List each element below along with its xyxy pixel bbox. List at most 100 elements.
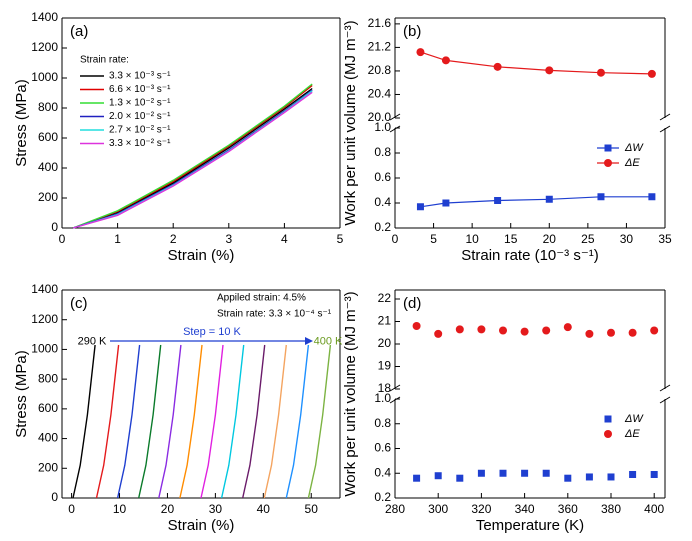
y-tick-label: 0.2 xyxy=(374,220,391,234)
x-tick-label: 4 xyxy=(281,232,288,246)
y-tick-label: 600 xyxy=(38,401,58,415)
annotation: Appiled strain: 4.5% xyxy=(217,293,306,304)
y-tick-label: 400 xyxy=(38,431,58,445)
data-point xyxy=(416,203,424,211)
x-tick-label: 0 xyxy=(59,232,66,246)
data-point xyxy=(650,470,658,478)
data-point xyxy=(499,326,507,335)
panel-label: (a) xyxy=(70,23,88,40)
y-tick-label: 0.8 xyxy=(374,416,391,430)
y-tick-label: 21 xyxy=(378,314,392,328)
y-tick-label: 0.6 xyxy=(374,170,391,184)
axis-break xyxy=(659,384,671,392)
legend-title: Strain rate: xyxy=(80,55,129,66)
x-tick-label: 320 xyxy=(471,502,491,516)
x-axis-label: Strain (%) xyxy=(168,517,235,534)
data-point xyxy=(441,56,450,65)
y-axis-label: Work per unit volume (MJ m⁻³) xyxy=(342,20,359,225)
panel-label: (d) xyxy=(403,295,421,312)
data-line xyxy=(242,344,266,499)
legend-marker xyxy=(604,415,612,423)
axis-break xyxy=(659,113,671,121)
x-tick-label: 280 xyxy=(385,502,405,516)
x-tick-label: 30 xyxy=(620,232,634,246)
legend-marker xyxy=(604,430,612,438)
legend-label: 1.3 × 10⁻² s⁻¹ xyxy=(109,98,171,109)
data-point xyxy=(412,322,421,330)
axis-break xyxy=(659,396,671,404)
y-tick-label: 400 xyxy=(38,160,58,174)
data-point xyxy=(647,69,656,78)
legend-label: ΔW xyxy=(624,413,644,425)
y-tick-label: 20.4 xyxy=(368,87,392,101)
x-tick-label: 10 xyxy=(113,502,127,516)
annotation: 400 K xyxy=(314,335,343,347)
x-tick-label: 340 xyxy=(515,502,535,516)
x-tick-label: 5 xyxy=(430,232,437,246)
data-point xyxy=(413,474,421,482)
legend-label: 6.6 × 10⁻³ s⁻¹ xyxy=(109,84,171,95)
data-point xyxy=(564,474,572,482)
data-point xyxy=(585,329,594,338)
data-line xyxy=(72,87,313,229)
y-tick-label: 800 xyxy=(38,371,58,385)
y-tick-label: 0.8 xyxy=(374,145,391,159)
y-tick-label: 1000 xyxy=(31,342,58,356)
x-tick-label: 15 xyxy=(504,232,518,246)
legend-label: 3.3 × 10⁻² s⁻¹ xyxy=(109,138,171,149)
y-tick-label: 0.4 xyxy=(374,195,391,209)
data-point xyxy=(520,327,529,336)
data-point xyxy=(494,197,502,204)
x-tick-label: 40 xyxy=(257,502,271,516)
legend-marker xyxy=(604,144,612,152)
y-tick-label: 21.2 xyxy=(368,40,392,54)
data-point xyxy=(607,473,615,481)
data-line xyxy=(158,344,182,499)
data-point xyxy=(585,473,593,481)
fit-line xyxy=(420,51,652,75)
x-tick-label: 1 xyxy=(114,232,121,246)
data-line xyxy=(138,344,162,499)
data-point xyxy=(648,193,656,201)
data-line xyxy=(116,344,141,499)
x-axis-label: Strain (%) xyxy=(168,247,235,264)
panel-label: (c) xyxy=(70,295,88,312)
y-tick-label: 1.0 xyxy=(374,120,391,134)
data-line xyxy=(72,344,96,499)
x-tick-label: 5 xyxy=(337,232,344,246)
data-point xyxy=(493,62,502,71)
y-tick-label: 200 xyxy=(38,460,58,474)
data-point xyxy=(563,323,572,332)
legend-label: ΔW xyxy=(624,142,644,154)
x-tick-label: 0 xyxy=(392,232,399,246)
y-tick-label: 20.8 xyxy=(368,63,392,77)
data-point xyxy=(442,199,450,207)
data-point xyxy=(542,326,551,335)
y-tick-label: 1.0 xyxy=(374,391,391,405)
y-tick-label: 0 xyxy=(51,490,58,504)
y-axis-label: Stress (MPa) xyxy=(13,79,30,167)
data-point xyxy=(628,328,637,337)
data-point xyxy=(455,325,464,334)
data-point xyxy=(434,472,442,480)
x-tick-label: 20 xyxy=(543,232,557,246)
legend-label: ΔE xyxy=(624,428,640,440)
x-tick-label: 25 xyxy=(581,232,595,246)
data-point xyxy=(542,469,550,477)
data-point xyxy=(434,329,443,338)
annotation: 290 K xyxy=(78,335,107,347)
x-tick-label: 360 xyxy=(558,502,578,516)
y-tick-label: 19 xyxy=(378,359,392,373)
data-point xyxy=(597,193,605,201)
y-tick-label: 20 xyxy=(378,336,392,350)
data-point xyxy=(607,328,615,337)
y-tick-label: 0.2 xyxy=(374,490,391,504)
y-tick-label: 1200 xyxy=(31,312,58,326)
legend-label: 2.0 × 10⁻² s⁻¹ xyxy=(109,111,171,122)
data-point xyxy=(521,469,529,477)
y-axis-label: Work per unit volume (MJ m⁻³) xyxy=(342,291,359,496)
data-line xyxy=(285,344,310,499)
data-point xyxy=(416,48,425,57)
fit-line xyxy=(420,196,652,208)
